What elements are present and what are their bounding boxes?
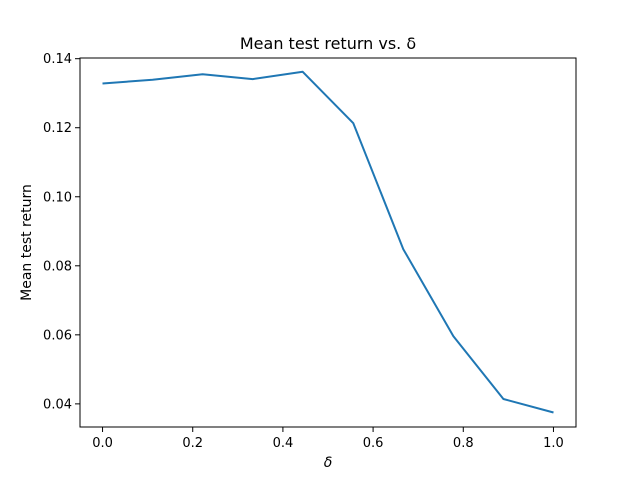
- series-layer: [102, 70, 554, 414]
- x-axis-label: δ: [324, 455, 333, 471]
- series-line: [102, 70, 554, 414]
- x-axis-ticks: 0.0 0.2 0.4 0.6 0.8 1.0: [92, 427, 564, 451]
- y-tick-label: 0.14: [43, 52, 72, 67]
- y-axis-ticks: 0.04 0.06 0.08 0.10 0.12 0.14: [43, 52, 80, 412]
- x-tick-label: 0.6: [363, 436, 384, 451]
- x-tick-label: 0.4: [273, 436, 294, 451]
- y-tick-label: 0.12: [43, 121, 72, 136]
- plot-area-frame: [79, 57, 577, 428]
- y-axis-label: Mean test return: [19, 184, 35, 301]
- x-tick-label: 1.0: [543, 436, 564, 451]
- x-tick-label: 0.2: [182, 436, 203, 451]
- x-tick-label: 0.8: [453, 436, 474, 451]
- x-tick-label: 0.0: [92, 436, 113, 451]
- y-tick-label: 0.10: [43, 190, 72, 205]
- y-tick-label: 0.04: [43, 397, 72, 412]
- y-tick-label: 0.06: [43, 328, 72, 343]
- chart-title: Mean test return vs. δ: [240, 34, 416, 53]
- y-tick-label: 0.08: [43, 259, 72, 274]
